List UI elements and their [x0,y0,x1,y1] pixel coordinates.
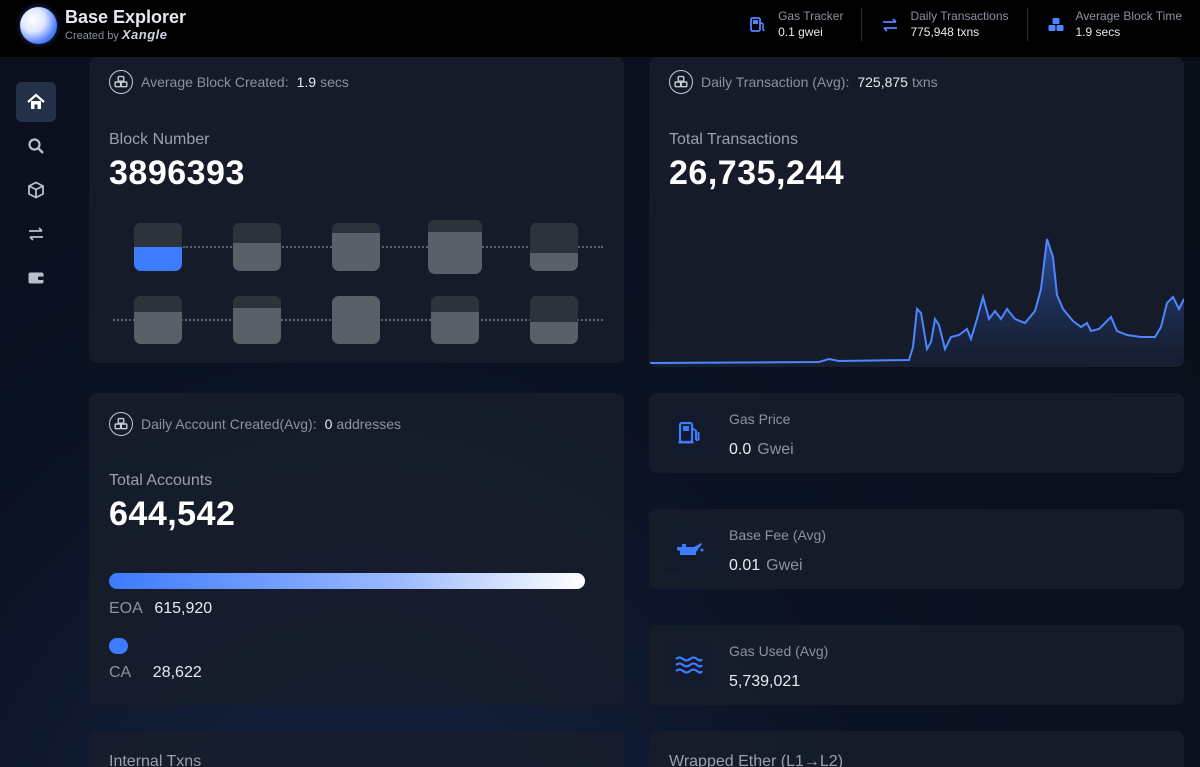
transactions-card-header: Daily Transaction (Avg): 725,875 txns [669,70,938,94]
brand-subtitle: Created by Xangle [65,27,168,42]
home-icon [27,93,45,109]
block-tile [428,220,482,274]
internal-txns-card: Internal Txns [89,731,624,767]
avg-block-value: 1.9 [296,74,317,90]
accounts-card-header: Daily Account Created(Avg): 0 addresses [109,412,401,436]
block-tile [332,223,380,271]
block-tile [332,296,380,344]
eoa-row: EOA 615,920 [109,600,212,618]
daily-account-value: 0 [324,416,333,432]
daily-tx-unit: txns [911,74,938,90]
sidebar-item-search[interactable] [16,126,56,166]
block-tile [134,296,182,344]
block-tile [233,296,281,344]
block-number-value: 3896393 [109,154,245,192]
base-fee-label: Base Fee (Avg) [729,527,827,543]
block-card: Average Block Created: 1.9 secs Block Nu… [89,57,624,363]
gas-used-card: Gas Used (Avg) 5,739,021 [649,625,1184,705]
wrapped-ether-card: Wrapped Ether (L1→L2) [649,731,1184,767]
sidebar-item-blocks[interactable] [16,170,56,210]
total-tx-value: 26,735,244 [669,154,845,192]
header-stats: Gas Tracker 0.1 gwei Daily Transactions … [730,8,1200,41]
stat-gas-tracker[interactable]: Gas Tracker 0.1 gwei [730,8,861,41]
transactions-sparkline [649,238,1184,367]
ca-row: CA 28,622 [109,664,202,682]
daily-account-unit: addresses [336,416,401,432]
stat-label: Average Block Time [1075,8,1183,23]
cubes-icon [1046,15,1066,35]
avg-block-label: Average Block Created: [141,74,289,90]
wallet-icon [28,272,44,284]
gas-price-card: Gas Price 0.0 Gwei [649,393,1184,473]
transfer-arrows-icon [880,15,900,35]
top-bar: Base Explorer Created by Xangle Gas Trac… [0,0,1200,57]
cubes-icon [109,412,133,436]
base-fee-value-row: 0.01 Gwei [729,557,803,575]
daily-account-label: Daily Account Created(Avg): [141,416,317,432]
block-tile [530,223,578,271]
ca-progress-bar [109,638,128,654]
stat-value: 775,948 txns [910,24,980,39]
stat-value: 0.1 gwei [778,24,823,39]
ca-label: CA [109,664,131,681]
base-fee-value: 0.01 [729,557,761,574]
stat-label: Gas Tracker [778,8,844,23]
daily-tx-label: Daily Transaction (Avg): [701,74,850,90]
block-tile [233,223,281,271]
block-card-header: Average Block Created: 1.9 secs [109,70,349,94]
ca-value: 28,622 [152,664,202,681]
oil-can-icon [665,525,713,573]
gas-price-value-row: 0.0 Gwei [729,441,794,459]
sidebar-item-wallet[interactable] [16,258,56,298]
base-fee-card: Base Fee (Avg) 0.01 Gwei [649,509,1184,589]
block-number-label: Block Number [109,131,210,148]
cubes-icon [109,70,133,94]
daily-tx-value: 725,875 [857,74,908,90]
stat-daily-transactions[interactable]: Daily Transactions 775,948 txns [861,8,1026,41]
cube-icon [28,181,44,199]
total-tx-label: Total Transactions [669,131,798,148]
total-accounts-value: 644,542 [109,495,236,533]
gas-used-value: 5,739,021 [729,673,801,690]
cubes-icon [669,70,693,94]
avg-block-unit: secs [320,74,349,90]
accounts-card: Daily Account Created(Avg): 0 addresses … [89,393,624,705]
block-tile [134,223,182,271]
wrapped-ether-label: Wrapped Ether (L1→L2) [669,753,844,767]
brand[interactable]: Base Explorer Created by Xangle [20,7,186,44]
sidebar-item-home[interactable] [16,82,56,122]
eoa-label: EOA [109,600,142,617]
base-logo-icon [20,7,57,44]
internal-txns-label: Internal Txns [109,753,202,767]
fuel-pump-icon [748,15,768,35]
eoa-progress-bar [109,573,585,589]
total-accounts-label: Total Accounts [109,472,213,489]
sidebar-nav [16,82,56,302]
gas-price-value: 0.0 [729,441,752,458]
gas-price-label: Gas Price [729,411,791,427]
waves-icon [665,641,713,689]
block-tile [431,296,479,344]
transfer-icon [29,227,43,241]
brand-title: Base Explorer [65,7,187,27]
gas-price-unit: Gwei [757,441,794,458]
stat-value: 1.9 secs [1075,24,1121,39]
block-tile [530,296,578,344]
base-fee-unit: Gwei [766,557,803,574]
fuel-pump-icon [665,409,713,457]
stat-label: Daily Transactions [910,8,1009,23]
eoa-value: 615,920 [154,600,213,617]
stat-average-block-time[interactable]: Average Block Time 1.9 secs [1026,8,1200,41]
search-icon [28,138,44,154]
transactions-card: Daily Transaction (Avg): 725,875 txns To… [649,57,1184,367]
sidebar-item-transactions[interactable] [16,214,56,254]
xangle-wordmark: Xangle [121,27,168,42]
gas-used-label: Gas Used (Avg) [729,643,829,659]
